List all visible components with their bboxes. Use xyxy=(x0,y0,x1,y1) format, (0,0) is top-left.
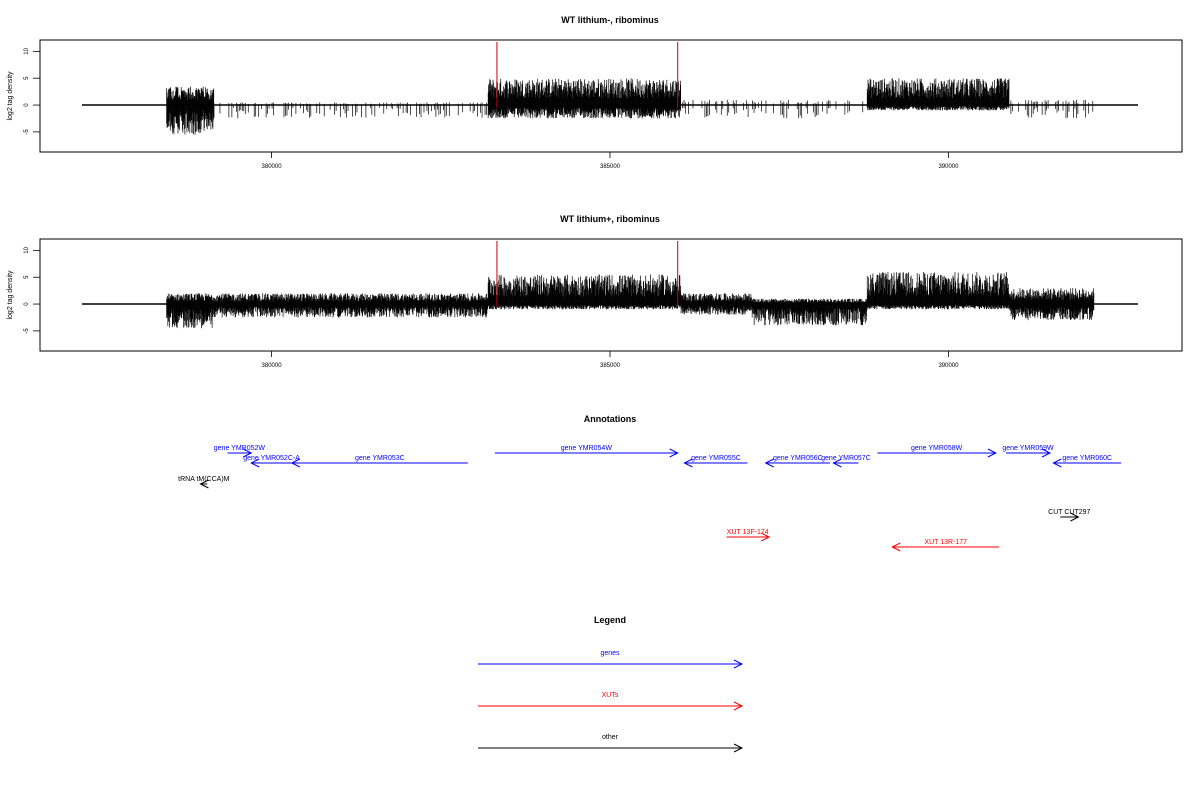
feature-label: gene YMR055C xyxy=(691,455,741,462)
y-tick-label: 10 xyxy=(24,246,30,253)
arrow-head xyxy=(199,479,209,489)
feature-label: tRNA tM(CCA)M xyxy=(178,476,230,483)
track-panel-lithium-minus: WT lithium-, ribominus log2 tag density … xyxy=(7,15,1183,170)
y-tick-label: 0 xyxy=(24,103,30,107)
annotation-feature: gene YMR055C xyxy=(683,455,748,468)
feature-label: gene YMR054W xyxy=(561,445,613,452)
feature-label: gene YMR060C xyxy=(1062,455,1112,462)
feature-label: gene YMR059W xyxy=(1002,445,1054,452)
legend-title: Legend xyxy=(594,615,626,625)
annotation-feature: gene YMR058W xyxy=(877,445,997,458)
arrow-head xyxy=(250,458,260,468)
annotation-feature: XUT 13R-177 xyxy=(891,539,1000,552)
y-tick-label: 5 xyxy=(24,275,30,279)
track-panel-lithium-plus: WT lithium+, ribominus log2 tag density … xyxy=(7,214,1183,369)
x-tick-label: 385000 xyxy=(600,164,621,170)
legend-items: genes XUTs other xyxy=(478,650,744,753)
y-axis-label: log2 tag density xyxy=(7,71,14,121)
arrow-head xyxy=(987,448,997,458)
y-tick-label: 10 xyxy=(24,47,30,54)
legend-item: other xyxy=(478,734,744,753)
annotation-feature: gene YMR060C xyxy=(1052,455,1122,468)
y-tick-label: 5 xyxy=(24,76,30,80)
arrow-head xyxy=(683,458,693,468)
panel-title: WT lithium-, ribominus xyxy=(561,15,659,25)
axes: -5 0 5 10 380000 385000 390000 xyxy=(24,246,959,369)
annotation-feature: XUT 13F-174 xyxy=(726,529,771,542)
legend-label: other xyxy=(602,734,619,741)
plot-frame xyxy=(39,238,1183,352)
arrow-head xyxy=(243,448,253,458)
x-tick-label: 380000 xyxy=(262,164,283,170)
feature-label: gene YMR058W xyxy=(911,445,963,452)
feature-label: XUT 13R-177 xyxy=(924,539,967,546)
legend-label: XUTs xyxy=(602,692,619,699)
legend-item: XUTs xyxy=(478,692,744,711)
arrow-head xyxy=(1052,458,1062,468)
y-tick-label: 0 xyxy=(24,302,30,306)
signal-bars xyxy=(82,241,1138,329)
feature-label: CUT CUT297 xyxy=(1048,509,1090,516)
legend-label: genes xyxy=(600,650,620,657)
feature-label: gene YMR052W xyxy=(214,445,266,452)
signal-bars xyxy=(82,42,1138,135)
arrow-head xyxy=(891,542,901,552)
x-tick-label: 390000 xyxy=(938,164,959,170)
annotation-feature: gene YMR059W xyxy=(1002,445,1054,458)
annotation-feature: gene YMR052W xyxy=(214,445,266,458)
panel-title: WT lithium+, ribominus xyxy=(560,214,660,224)
annotation-feature: gene YMR057C xyxy=(821,455,871,468)
x-tick-label: 385000 xyxy=(600,363,621,369)
arrow-head xyxy=(290,458,301,468)
x-tick-label: 380000 xyxy=(262,363,283,369)
arrow-head xyxy=(760,532,771,542)
x-tick-label: 390000 xyxy=(938,363,959,369)
legend-arrow-head xyxy=(733,659,744,669)
arrow-head xyxy=(764,458,774,468)
annotations-title: Annotations xyxy=(584,414,637,424)
annotation-features: gene YMR052W gene YMR052C-A gene YMR053C ge… xyxy=(178,445,1122,552)
y-tick-label: -5 xyxy=(24,328,30,334)
annotation-feature: CUT CUT297 xyxy=(1048,509,1091,522)
legend-arrow-head xyxy=(733,701,744,711)
legend-item: genes xyxy=(478,650,744,669)
feature-label: gene YMR052C-A xyxy=(243,455,300,462)
arrow-head xyxy=(1070,512,1080,522)
axes: -5 0 5 10 380000 385000 390000 xyxy=(24,47,959,170)
y-tick-label: -5 xyxy=(24,129,30,135)
annotation-feature: gene YMR053C xyxy=(290,455,468,468)
legend-panel: Legend genes XUTs other xyxy=(478,615,744,753)
plot-frame xyxy=(39,39,1183,153)
arrow-head xyxy=(832,458,842,468)
annotation-feature: gene YMR056C xyxy=(764,455,830,468)
annotation-feature: tRNA tM(CCA)M xyxy=(178,476,230,489)
feature-label: gene YMR056C xyxy=(773,455,823,462)
annotation-feature: gene YMR054W xyxy=(494,445,679,458)
annotation-feature: gene YMR052C-A xyxy=(243,455,300,468)
feature-label: gene YMR057C xyxy=(821,455,871,462)
feature-label: gene YMR053C xyxy=(355,455,405,462)
legend-arrow-head xyxy=(733,743,744,753)
y-axis-label: log2 tag density xyxy=(7,270,14,320)
arrow-head xyxy=(669,448,679,458)
feature-label: XUT 13F-174 xyxy=(727,529,769,536)
arrow-head xyxy=(1041,448,1052,458)
